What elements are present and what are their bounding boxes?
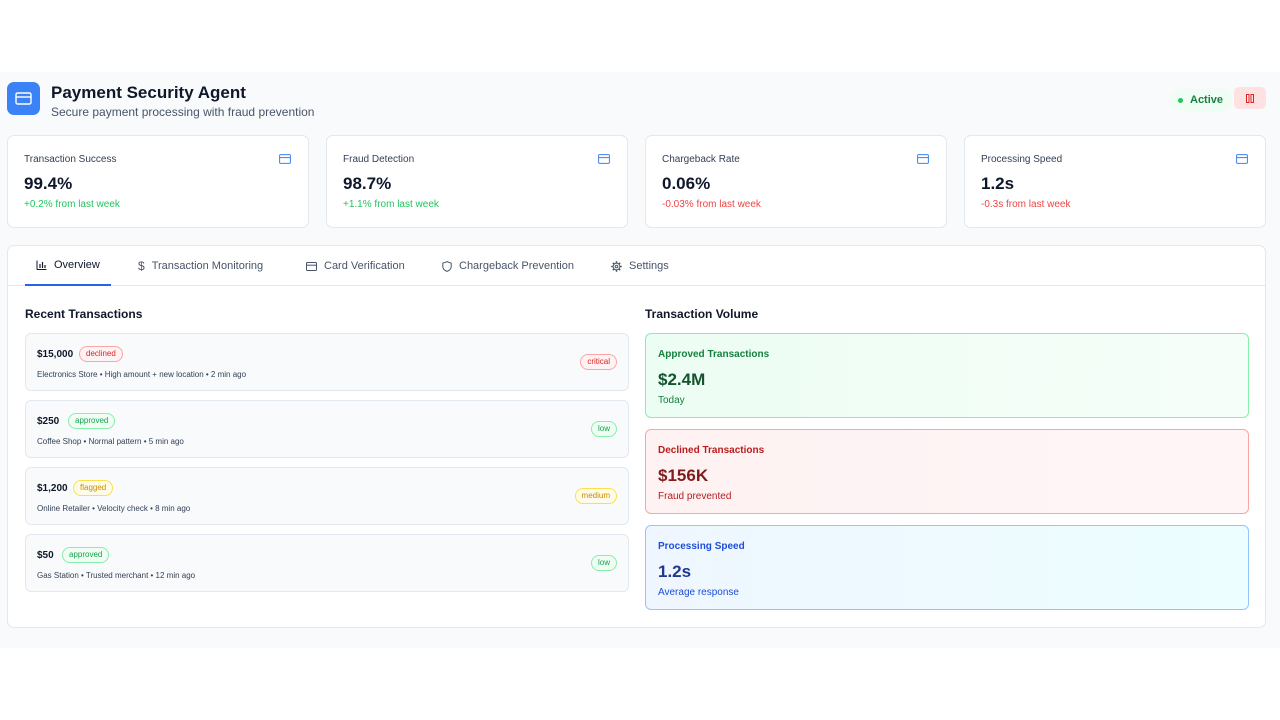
risk-badge: medium bbox=[574, 488, 617, 504]
volume-subtext: Today bbox=[658, 395, 685, 406]
stat-change: +1.1% from last week bbox=[343, 199, 439, 210]
risk-badge: low bbox=[590, 421, 617, 437]
transaction-row[interactable]: $250 approved Coffee Shop • Normal patte… bbox=[25, 400, 629, 458]
risk-badge: low bbox=[590, 555, 617, 571]
stat-label: Transaction Success bbox=[24, 154, 117, 165]
stat-value: 99.4% bbox=[24, 174, 73, 193]
declined-transactions-card: Declined Transactions $156K Fraud preven… bbox=[645, 429, 1249, 514]
stat-change: -0.03% from last week bbox=[662, 199, 761, 210]
tab-card-verification[interactable]: Card Verification bbox=[295, 246, 416, 286]
transaction-description: Electronics Store • High amount + new lo… bbox=[37, 370, 247, 379]
credit-card-icon bbox=[598, 154, 610, 164]
volume-subtext: Fraud prevented bbox=[658, 491, 732, 502]
tab-chargeback-prevention[interactable]: Chargeback Prevention bbox=[431, 246, 585, 286]
status-badge: Active bbox=[1170, 89, 1233, 111]
volume-value: $2.4M bbox=[658, 370, 706, 389]
tab-label: Overview bbox=[54, 259, 100, 271]
approved-transactions-card: Approved Transactions $2.4M Today bbox=[645, 333, 1249, 418]
transaction-status-badge: approved bbox=[68, 413, 116, 429]
bar-chart-icon bbox=[36, 260, 47, 270]
stat-value: 1.2s bbox=[981, 174, 1015, 193]
stat-label: Processing Speed bbox=[981, 154, 1063, 165]
transaction-amount: $15,000 bbox=[37, 349, 74, 360]
pause-button[interactable] bbox=[1234, 87, 1266, 109]
transaction-status-badge: declined bbox=[79, 346, 123, 362]
volume-value: $156K bbox=[658, 466, 709, 485]
stat-value: 0.06% bbox=[662, 174, 711, 193]
credit-card-icon bbox=[7, 82, 40, 115]
volume-label: Declined Transactions bbox=[658, 445, 765, 456]
transaction-amount: $1,200 bbox=[37, 483, 68, 494]
stat-change: +0.2% from last week bbox=[24, 199, 120, 210]
stat-card-transaction-success: Transaction Success 99.4% +0.2% from las… bbox=[7, 135, 309, 228]
stat-label: Fraud Detection bbox=[343, 154, 415, 165]
tab-transaction-monitoring[interactable]: $ Transaction Monitoring bbox=[127, 246, 274, 286]
tab-label: Card Verification bbox=[324, 260, 405, 272]
transaction-amount: $50 bbox=[37, 550, 54, 561]
transaction-status-badge: flagged bbox=[73, 480, 114, 496]
status-label: Active bbox=[1190, 94, 1224, 106]
volume-value: 1.2s bbox=[658, 562, 692, 581]
page-subtitle: Secure payment processing with fraud pre… bbox=[51, 105, 315, 119]
page-title: Payment Security Agent bbox=[51, 83, 246, 102]
dollar-icon: $ bbox=[138, 259, 145, 273]
transaction-status-badge: approved bbox=[62, 547, 110, 563]
main-panel: Overview $ Transaction Monitoring Card V… bbox=[7, 245, 1266, 628]
gear-icon bbox=[611, 260, 622, 272]
transaction-description: Coffee Shop • Normal pattern • 5 min ago bbox=[37, 437, 184, 446]
transaction-volume-title: Transaction Volume bbox=[645, 307, 759, 321]
credit-card-icon bbox=[917, 154, 929, 164]
stat-card-processing-speed: Processing Speed 1.2s -0.3s from last we… bbox=[964, 135, 1266, 228]
transaction-amount: $250 bbox=[37, 416, 60, 427]
transaction-row[interactable]: $1,200 flagged Online Retailer • Velocit… bbox=[25, 467, 629, 525]
stat-card-fraud-detection: Fraud Detection 98.7% +1.1% from last we… bbox=[326, 135, 628, 228]
pause-icon bbox=[1246, 93, 1254, 103]
tab-label: Transaction Monitoring bbox=[151, 260, 264, 272]
shield-icon bbox=[442, 260, 452, 272]
app-root: Payment Security Agent Secure payment pr… bbox=[0, 72, 1280, 648]
processing-speed-card: Processing Speed 1.2s Average response bbox=[645, 525, 1249, 610]
tab-bar: Overview $ Transaction Monitoring Card V… bbox=[8, 246, 1265, 286]
credit-card-icon bbox=[306, 261, 317, 271]
volume-label: Processing Speed bbox=[658, 541, 745, 552]
recent-transactions-title: Recent Transactions bbox=[25, 307, 143, 321]
transaction-row[interactable]: $15,000 declined Electronics Store • Hig… bbox=[25, 333, 629, 391]
transaction-description: Gas Station • Trusted merchant • 12 min … bbox=[37, 571, 196, 580]
tab-label: Chargeback Prevention bbox=[459, 260, 574, 272]
stat-label: Chargeback Rate bbox=[662, 154, 740, 165]
transaction-row[interactable]: $50 approved Gas Station • Trusted merch… bbox=[25, 534, 629, 592]
stat-card-chargeback-rate: Chargeback Rate 0.06% -0.03% from last w… bbox=[645, 135, 947, 228]
credit-card-icon bbox=[279, 154, 291, 164]
volume-subtext: Average response bbox=[658, 587, 739, 598]
credit-card-icon bbox=[1236, 154, 1248, 164]
tab-settings[interactable]: Settings bbox=[600, 246, 680, 286]
stat-value: 98.7% bbox=[343, 174, 392, 193]
transaction-description: Online Retailer • Velocity check • 8 min… bbox=[37, 504, 191, 513]
tab-overview[interactable]: Overview bbox=[25, 246, 111, 286]
risk-badge: critical bbox=[580, 354, 617, 370]
tab-label: Settings bbox=[629, 260, 669, 272]
stat-change: -0.3s from last week bbox=[981, 199, 1071, 210]
volume-label: Approved Transactions bbox=[658, 349, 770, 360]
status-dot-icon bbox=[1178, 97, 1183, 103]
header: Payment Security Agent Secure payment pr… bbox=[7, 82, 1273, 122]
